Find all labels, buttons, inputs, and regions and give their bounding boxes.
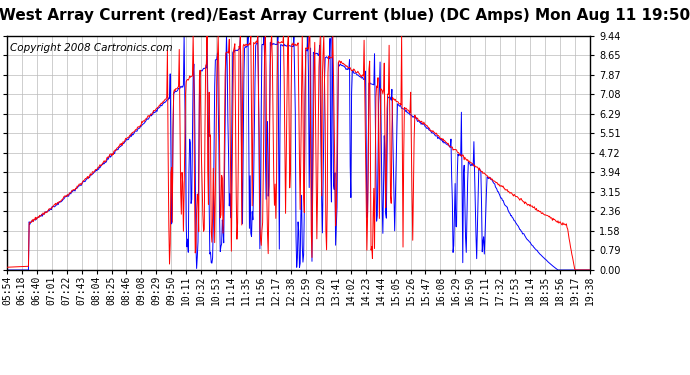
Text: West Array Current (red)/East Array Current (blue) (DC Amps) Mon Aug 11 19:50: West Array Current (red)/East Array Curr… xyxy=(0,9,690,23)
Text: Copyright 2008 Cartronics.com: Copyright 2008 Cartronics.com xyxy=(10,43,172,52)
